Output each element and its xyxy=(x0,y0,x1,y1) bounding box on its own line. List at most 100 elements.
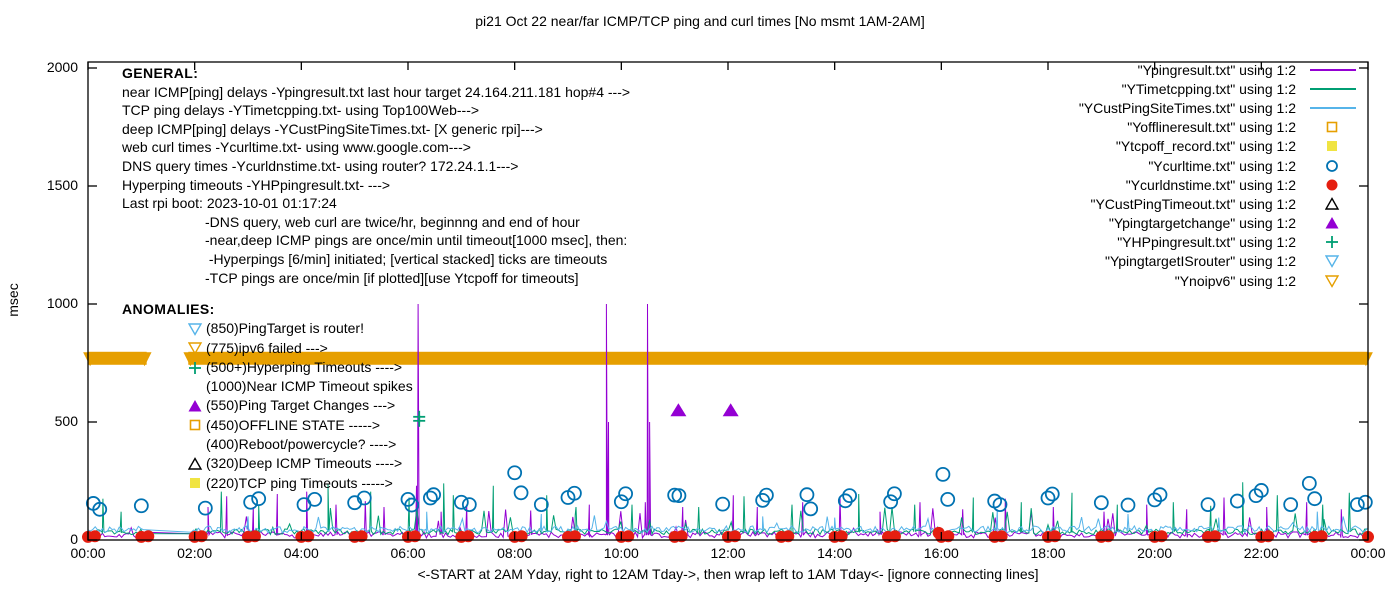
y-tick-label: 1500 xyxy=(46,177,78,193)
anomaly-text: (1000)Near ICMP Timeout spikes xyxy=(206,378,413,395)
x-tick-label: 12:00 xyxy=(710,545,746,561)
tri-down-open-icon xyxy=(1325,255,1340,269)
legend-label: "Ycurldnstime.txt" using 1:2 xyxy=(1125,176,1296,193)
anomaly-text: (400)Reboot/powercycle? ----> xyxy=(206,436,397,453)
legend-marker xyxy=(1296,254,1370,269)
anomaly-marker xyxy=(188,418,206,432)
x-tick-label: 04:00 xyxy=(283,545,319,561)
x-tick-label: 06:00 xyxy=(390,545,426,561)
x-tick-label: 08:00 xyxy=(497,545,533,561)
square-filled-icon xyxy=(190,478,200,489)
legend-item: "YCustPingSiteTimes.txt" using 1:2 xyxy=(998,98,1370,117)
anomaly-text: (320)Deep ICMP Timeouts ----> xyxy=(206,455,403,472)
anomaly-item: (400)Reboot/powercycle? ----> xyxy=(188,435,413,454)
x-tick-label: 16:00 xyxy=(923,545,959,561)
tri-up-filled-icon xyxy=(1325,217,1339,229)
legend-label: "Ycurltime.txt" using 1:2 xyxy=(1148,157,1296,174)
legend-marker xyxy=(1296,216,1370,230)
general-note-line-indented: -TCP pings are once/min [if plotted][use… xyxy=(205,269,579,286)
series-Ycurltime xyxy=(85,465,1373,517)
legend-label: "YTimetcpping.txt" using 1:2 xyxy=(1121,80,1296,97)
series-Ypingtargetchange xyxy=(670,403,739,417)
legend-marker xyxy=(1296,68,1370,71)
anomaly-marker xyxy=(188,399,206,413)
anomaly-item: (320)Deep ICMP Timeouts ----> xyxy=(188,454,413,473)
general-note-line-indented: -near,deep ICMP pings are once/min until… xyxy=(205,232,628,249)
line-sample-icon xyxy=(1310,106,1356,110)
circle-filled-icon xyxy=(1326,179,1338,191)
general-note-line: DNS query times -Ycurldnstime.txt- using… xyxy=(122,157,519,174)
general-note-line-indented: -DNS query, web curl are twice/hr, begin… xyxy=(205,213,580,230)
plus-icon xyxy=(189,361,201,374)
legend-marker xyxy=(1296,196,1370,211)
legend-label: "YpingtargetISrouter" using 1:2 xyxy=(1104,253,1296,270)
anomaly-text: (550)Ping Target Changes ---> xyxy=(206,397,396,414)
legend-item: "Ycurltime.txt" using 1:2 xyxy=(998,156,1370,175)
legend-marker xyxy=(1296,120,1370,134)
general-note-line: deep ICMP[ping] delays -YCustPingSiteTim… xyxy=(122,120,543,137)
anomaly-item: (775)ipv6 failed ---> xyxy=(188,339,413,358)
series-YCustPingSiteTimes xyxy=(87,509,1368,535)
x-axis-caption: <-START at 2AM Yday, right to 12AM Tday-… xyxy=(417,566,1039,582)
x-tick-label: 00:00 xyxy=(1350,545,1386,561)
anomaly-marker xyxy=(188,322,206,336)
x-tick-label: 02:00 xyxy=(177,545,213,561)
general-heading: GENERAL: xyxy=(122,65,199,81)
y-tick-label: 500 xyxy=(54,413,78,429)
anomaly-item: (500+)Hyperping Timeouts ----> xyxy=(188,358,413,377)
tri-up-open-icon xyxy=(188,457,203,470)
anomalies-heading: ANOMALIES: xyxy=(122,301,215,317)
square-filled-icon xyxy=(1327,141,1337,152)
chart-title: pi21 Oct 22 near/far ICMP/TCP ping and c… xyxy=(475,13,925,29)
legend-item: "Ypingresult.txt" using 1:2 xyxy=(998,60,1370,79)
x-tick-label: 20:00 xyxy=(1137,545,1173,561)
legend-label: "Ynoipv6" using 1:2 xyxy=(1174,272,1296,289)
y-tick-label: 1000 xyxy=(46,295,78,311)
legend: "Ypingresult.txt" using 1:2 "YTimetcpping… xyxy=(998,60,1370,290)
series-YHPpingresult xyxy=(413,410,426,427)
legend-item: "Ynoipv6" using 1:2 xyxy=(998,271,1370,290)
x-tick-label: 18:00 xyxy=(1030,545,1066,561)
line-sample-icon xyxy=(1310,87,1356,90)
general-note-line: Hyperping timeouts -YHPpingresult.txt- -… xyxy=(122,176,391,193)
anomaly-item: (450)OFFLINE STATE -----> xyxy=(188,416,413,435)
legend-label: "YCustPingSiteTimes.txt" using 1:2 xyxy=(1078,99,1296,116)
anomalies-block: ANOMALIES: (850)PingTarget is router! (77… xyxy=(122,300,413,493)
general-note-line: near ICMP[ping] delays -Ypingresult.txt … xyxy=(122,83,631,100)
anomaly-text: (220)TCP ping Timeouts -----> xyxy=(206,474,393,491)
y-tick-label: 0 xyxy=(70,531,78,547)
legend-item: "Ypingtargetchange" using 1:2 xyxy=(998,214,1370,233)
legend-marker xyxy=(1296,87,1370,90)
square-open-icon xyxy=(1326,121,1338,133)
general-note-line: web curl times -Ycurltime.txt- using www… xyxy=(122,139,471,156)
general-note-line: Last rpi boot: 2023-10-01 01:17:24 xyxy=(122,195,337,212)
anomaly-marker xyxy=(188,361,206,375)
spacer xyxy=(188,380,206,394)
anomaly-item: (550)Ping Target Changes ---> xyxy=(188,396,413,415)
legend-item: "Ycurldnstime.txt" using 1:2 xyxy=(998,175,1370,194)
x-tick-label: 22:00 xyxy=(1243,545,1279,561)
anomaly-marker xyxy=(188,476,206,490)
legend-label: "YCustPingTimeout.txt" using 1:2 xyxy=(1090,195,1296,212)
legend-item: "YCustPingTimeout.txt" using 1:2 xyxy=(998,194,1370,213)
legend-item: "Yofflineresult.txt" using 1:2 xyxy=(998,118,1370,137)
anomaly-text: (775)ipv6 failed ---> xyxy=(206,339,328,356)
square-open-icon xyxy=(189,420,201,431)
tri-down-open-icon xyxy=(188,323,203,336)
anomaly-item: (220)TCP ping Timeouts -----> xyxy=(188,474,413,493)
legend-marker xyxy=(1296,235,1370,249)
spacer xyxy=(188,438,206,452)
legend-marker xyxy=(1296,139,1370,153)
circle-open-icon xyxy=(1326,159,1338,172)
anomaly-text: (450)OFFLINE STATE -----> xyxy=(206,416,381,433)
legend-label: "Ypingresult.txt" using 1:2 xyxy=(1137,61,1296,78)
tri-down-open-icon xyxy=(188,342,203,356)
legend-marker xyxy=(1296,274,1370,288)
legend-item: "Ytcpoff_record.txt" using 1:2 xyxy=(998,137,1370,156)
anomaly-marker xyxy=(188,341,206,356)
line-sample-icon xyxy=(1310,68,1356,71)
legend-label: "Ypingtargetchange" using 1:2 xyxy=(1108,215,1296,232)
x-tick-label: 00:00 xyxy=(70,545,106,561)
